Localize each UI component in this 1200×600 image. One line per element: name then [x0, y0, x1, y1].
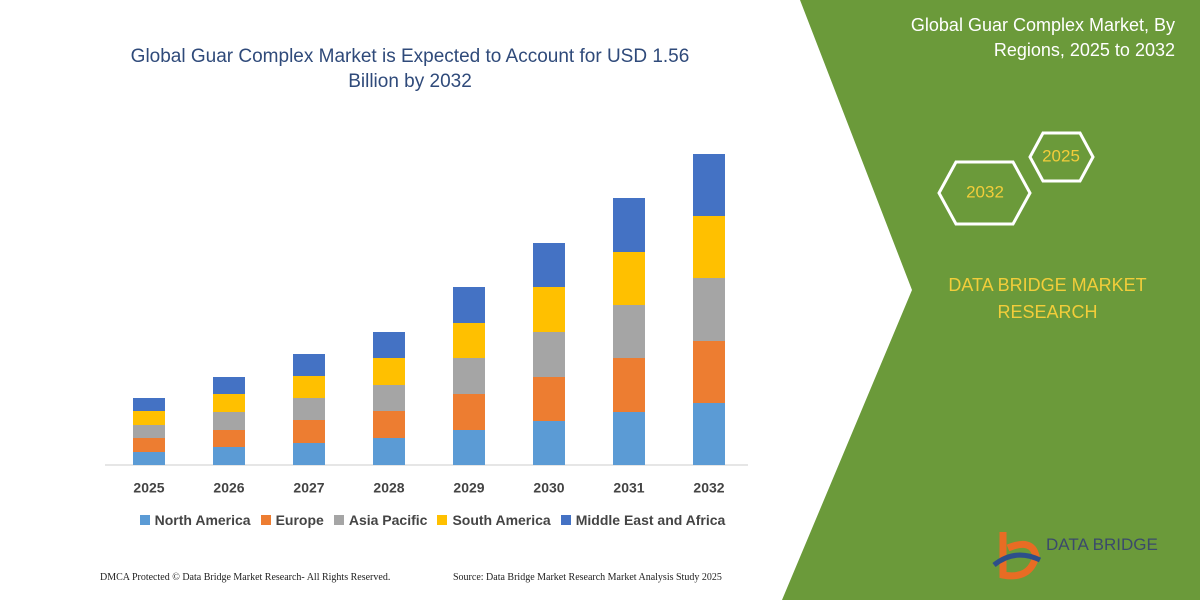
legend-item: Middle East and Africa — [560, 512, 726, 528]
legend-label: Asia Pacific — [348, 512, 428, 528]
chart-title: Global Guar Complex Market is Expected t… — [130, 46, 690, 92]
x-tick-label: 2030 — [533, 480, 564, 496]
x-tick-label: 2027 — [293, 480, 324, 496]
bar-segment — [213, 430, 245, 447]
bar-segment — [613, 198, 645, 252]
legend-swatch — [437, 515, 448, 525]
legend-item: Europe — [260, 512, 324, 528]
side-panel — [782, 0, 1200, 600]
logo-text: DATA BRIDGE — [1046, 535, 1158, 554]
bar-segment — [373, 438, 405, 465]
bar-segment — [133, 438, 165, 452]
bar-segment — [213, 447, 245, 465]
legend-item: South America — [437, 512, 551, 528]
x-tick-label: 2028 — [373, 480, 404, 496]
bar-segment — [213, 394, 245, 412]
bar-segment — [693, 341, 725, 403]
hexagon — [937, 160, 1032, 226]
legend-item: North America — [139, 512, 251, 528]
bar-segment — [213, 377, 245, 394]
bar-segment — [293, 376, 325, 398]
logo-mark — [992, 552, 1042, 568]
bar-segment — [613, 305, 645, 358]
bar-segment — [693, 154, 725, 216]
bar-segment — [213, 412, 245, 430]
legend-label: North America — [154, 512, 251, 528]
bar-segment — [133, 425, 165, 438]
bar-segment — [133, 411, 165, 425]
bar-segment — [373, 358, 405, 385]
bar-segment — [533, 332, 565, 377]
bar-segment — [453, 323, 485, 358]
x-tick-label: 2025 — [133, 480, 164, 496]
x-tick-label: 2031 — [613, 480, 644, 496]
bar-segment — [453, 358, 485, 394]
bar-segment — [533, 287, 565, 332]
bar-segment — [453, 394, 485, 430]
bar-segment — [293, 354, 325, 376]
hexagon-label: 2032 — [966, 182, 1004, 201]
x-tick-label: 2032 — [693, 480, 724, 496]
bar-segment — [293, 420, 325, 443]
bar-segment — [693, 403, 725, 465]
bar-segment — [133, 398, 165, 411]
x-tick-label: 2026 — [213, 480, 244, 496]
legend-swatch — [333, 515, 344, 525]
bar-segment — [373, 332, 405, 358]
footer-note: DMCA Protected © Data Bridge Market Rese… — [100, 572, 391, 583]
legend-item: Asia Pacific — [333, 512, 428, 528]
hexagon-label: 2025 — [1042, 146, 1080, 165]
legend: North America Europe Asia Pacific South Ame… — [105, 512, 760, 528]
bar-segment — [453, 287, 485, 323]
bar-segment — [533, 421, 565, 465]
legend-swatch — [139, 515, 150, 525]
bar-segment — [613, 412, 645, 465]
bar-segment — [133, 452, 165, 465]
legend-label: Europe — [275, 512, 324, 528]
bar-segment — [293, 398, 325, 420]
legend-label: Middle East and Africa — [575, 512, 726, 528]
legend-swatch — [560, 515, 571, 525]
footer-source: Source: Data Bridge Market Research Mark… — [453, 572, 722, 583]
hexagon — [1028, 131, 1095, 183]
legend-label: South America — [452, 512, 551, 528]
x-tick-label: 2029 — [453, 480, 484, 496]
bar-segment — [533, 377, 565, 421]
legend-swatch — [260, 515, 271, 525]
bar-segment — [533, 243, 565, 287]
brand: DATA BRIDGE MARKET RESEARCH — [948, 275, 1147, 322]
bar-segment — [373, 411, 405, 438]
bar-segment — [453, 430, 485, 465]
bar-segment — [693, 216, 725, 278]
bar-segment — [293, 443, 325, 465]
bar-segment — [613, 358, 645, 412]
bar-segment — [373, 385, 405, 411]
bar-segment — [693, 278, 725, 341]
bar-segment — [613, 252, 645, 305]
panel-title: Global Guar Complex Market, By Regions, … — [910, 15, 1175, 60]
